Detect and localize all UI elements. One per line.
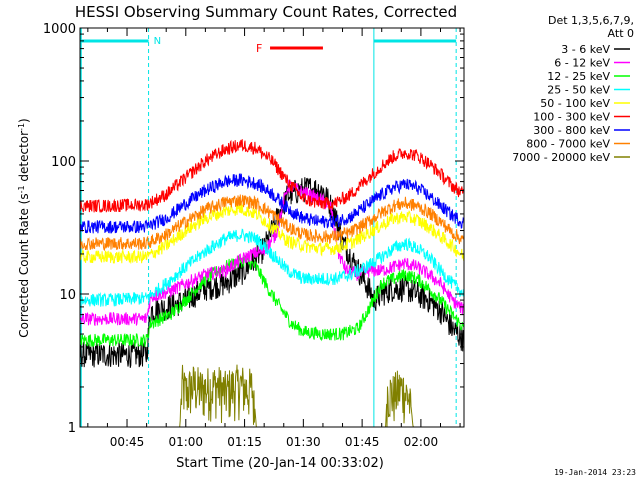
series-line	[79, 202, 465, 265]
legend-label: 7000 - 20000 keV	[512, 151, 610, 164]
y-tick-label: 1	[68, 421, 76, 436]
chart-title: HESSI Observing Summary Count Rates, Cor…	[75, 3, 457, 21]
legend-label: 300 - 800 keV	[533, 124, 610, 137]
legend-label: 800 - 7000 keV	[526, 138, 610, 151]
series-line	[79, 228, 465, 307]
y-tick-label: 100	[51, 155, 76, 170]
series-line	[79, 173, 465, 234]
x-tick-label: 01:45	[345, 435, 380, 449]
y-axis: 1 10 100 1000	[43, 22, 464, 436]
plot-frame	[79, 27, 465, 428]
y-label-sup1: -1	[17, 185, 26, 193]
legend-label: 12 - 25 keV	[547, 70, 610, 83]
x-tick-label: 01:30	[286, 435, 321, 449]
x-tick-label: 00:45	[110, 435, 145, 449]
series-line	[79, 194, 465, 251]
x-axis-label: Start Time (20-Jan-14 00:33:02)	[176, 456, 384, 471]
x-axis: 00:45 01:00 01:15 01:30 01:45 02:00	[87, 28, 461, 449]
series-line	[79, 255, 465, 348]
legend-header-line1: Det 1,3,5,6,7,9,	[548, 14, 634, 27]
series-line	[79, 139, 465, 213]
legend-label: 3 - 6 keV	[561, 43, 610, 56]
legend-label: 50 - 100 keV	[540, 97, 610, 110]
night-label: N	[154, 36, 161, 47]
series-line	[79, 179, 465, 326]
y-label-mid: detector	[17, 131, 31, 186]
legend-label: 25 - 50 keV	[547, 84, 610, 97]
y-tick-label: 10	[59, 288, 76, 303]
y-axis-label: Corrected Count Rate (s-1 detector-1)	[17, 118, 32, 337]
x-tick-label: 01:15	[227, 435, 262, 449]
y-label-sup2: -1	[17, 123, 26, 131]
flare-annotation: F	[256, 42, 323, 55]
flare-label: F	[256, 42, 262, 55]
x-tick-label: 02:00	[404, 435, 439, 449]
legend-label: 100 - 300 keV	[533, 111, 610, 124]
series-line	[79, 177, 465, 368]
y-tick-label: 1000	[43, 22, 76, 37]
y-label-main: Corrected Count Rate (s	[17, 193, 31, 337]
x-tick-label: 01:00	[168, 435, 203, 449]
series-lines	[79, 139, 465, 428]
y-label-end: )	[17, 118, 31, 123]
legend-label: 6 - 12 keV	[554, 57, 610, 70]
footer-timestamp: 19-Jan-2014 23:23	[554, 468, 636, 477]
legend-header-line2: Att 0	[608, 27, 634, 40]
